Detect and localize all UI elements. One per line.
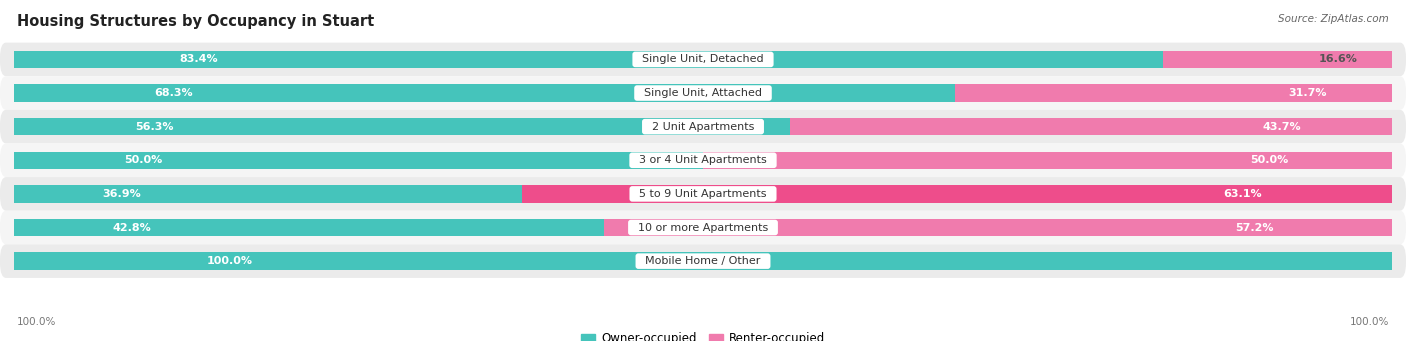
Text: 57.2%: 57.2% [1236,223,1274,233]
Bar [14,219,603,236]
Bar [523,185,1392,203]
Text: 5 to 9 Unit Apartments: 5 to 9 Unit Apartments [633,189,773,199]
Text: Mobile Home / Other: Mobile Home / Other [638,256,768,266]
Text: 16.6%: 16.6% [1319,55,1358,64]
FancyBboxPatch shape [0,244,1406,278]
FancyBboxPatch shape [0,43,1406,76]
FancyBboxPatch shape [0,211,1406,244]
FancyBboxPatch shape [0,177,1406,211]
Bar [14,84,955,102]
Text: 36.9%: 36.9% [103,189,142,199]
Text: 3 or 4 Unit Apartments: 3 or 4 Unit Apartments [633,155,773,165]
Text: 83.4%: 83.4% [180,55,218,64]
Bar [14,51,1163,68]
FancyBboxPatch shape [0,144,1406,177]
Text: 43.7%: 43.7% [1263,122,1302,132]
Bar [790,118,1392,135]
Bar [703,151,1392,169]
Text: 50.0%: 50.0% [1250,155,1289,165]
Text: 100.0%: 100.0% [17,317,56,327]
Bar [14,252,1392,270]
Text: 50.0%: 50.0% [124,155,163,165]
Text: 100.0%: 100.0% [1350,317,1389,327]
Text: 2 Unit Apartments: 2 Unit Apartments [645,122,761,132]
Bar [14,151,703,169]
FancyBboxPatch shape [0,76,1406,110]
Text: 100.0%: 100.0% [207,256,253,266]
Text: 56.3%: 56.3% [135,122,173,132]
Text: Housing Structures by Occupancy in Stuart: Housing Structures by Occupancy in Stuar… [17,14,374,29]
Text: 63.1%: 63.1% [1223,189,1261,199]
Text: 31.7%: 31.7% [1288,88,1326,98]
Text: 42.8%: 42.8% [112,223,150,233]
Bar [14,185,523,203]
Text: Single Unit, Detached: Single Unit, Detached [636,55,770,64]
Bar [1163,51,1392,68]
Text: 10 or more Apartments: 10 or more Apartments [631,223,775,233]
Bar [603,219,1392,236]
FancyBboxPatch shape [0,110,1406,144]
Legend: Owner-occupied, Renter-occupied: Owner-occupied, Renter-occupied [576,328,830,341]
Text: Source: ZipAtlas.com: Source: ZipAtlas.com [1278,14,1389,24]
Text: 68.3%: 68.3% [155,88,193,98]
Bar [14,118,790,135]
Bar [955,84,1392,102]
Text: Single Unit, Attached: Single Unit, Attached [637,88,769,98]
